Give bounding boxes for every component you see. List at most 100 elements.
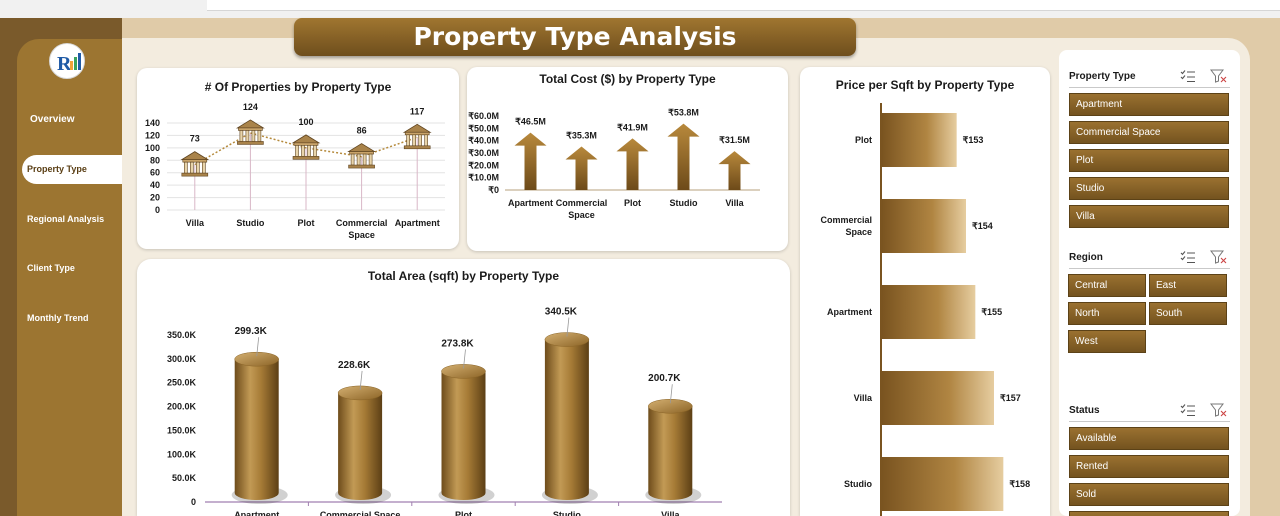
logo-mark: R: [57, 53, 81, 75]
data-label: ₹35.3M: [566, 130, 597, 140]
y-tick-label: 40: [150, 180, 160, 190]
slicer-title: Status: [1069, 405, 1100, 416]
y-tick-label: Studio: [844, 479, 872, 489]
x-tick-label: Studio: [236, 218, 264, 228]
slicer-item[interactable]: North: [1068, 302, 1146, 325]
slicer-item[interactable]: Commercial Space: [1069, 121, 1229, 144]
y-tick-label: Villa: [854, 393, 873, 403]
multi-select-icon[interactable]: [1180, 69, 1196, 83]
slicer-item[interactable]: Available: [1069, 427, 1229, 450]
x-tick-label: Studio: [553, 510, 581, 516]
x-tick-label: Studio: [670, 198, 698, 208]
column: [251, 130, 256, 142]
x-tick-label: Villa: [186, 218, 205, 228]
column: [195, 161, 200, 174]
x-tick-label: Villa: [725, 198, 744, 208]
bank-icon: [291, 134, 321, 160]
data-label: 86: [357, 126, 367, 136]
y-tick-label: 100: [145, 143, 160, 153]
slicer-item[interactable]: West: [1068, 330, 1146, 353]
svg-text:R: R: [57, 53, 72, 75]
x-tick-label: Space: [348, 230, 375, 240]
slicer-item[interactable]: [1069, 511, 1229, 516]
column: [245, 130, 250, 142]
nav-client-type[interactable]: Client Type: [27, 263, 75, 273]
nav-monthly-trend[interactable]: Monthly Trend: [27, 313, 89, 323]
column: [350, 153, 355, 166]
top-strip: [0, 0, 1280, 18]
cylinder-bar: [544, 339, 589, 501]
y-tick-label: ₹40.0M: [468, 136, 499, 146]
x-tick-label: Commercial Space: [320, 510, 401, 516]
slicer-item[interactable]: Plot: [1069, 149, 1229, 172]
column: [295, 145, 299, 157]
y-tick-label: ₹60.0M: [468, 111, 499, 121]
column: [201, 161, 206, 174]
up-arrow-bar: [667, 123, 700, 190]
beam: [182, 159, 208, 163]
beam: [349, 151, 374, 155]
roof: [235, 119, 265, 129]
x-tick-label: Plot: [455, 510, 472, 516]
data-label: 124: [243, 102, 258, 112]
slicer-item[interactable]: Villa: [1069, 205, 1229, 228]
chart-title: Price per Sqft by Property Type: [835, 78, 1015, 92]
base: [181, 172, 209, 177]
bank-icon: [235, 119, 265, 145]
slicer-divider: [1069, 268, 1230, 269]
slicer-item[interactable]: Sold: [1069, 483, 1229, 506]
clear-filter-icon[interactable]: [1210, 403, 1227, 417]
data-label: ₹154: [972, 221, 993, 231]
multi-select-icon[interactable]: [1180, 403, 1196, 417]
y-tick-label: ₹20.0M: [468, 160, 499, 170]
up-arrow-bar: [616, 138, 649, 190]
bank-icon: [402, 123, 432, 150]
slicer-item[interactable]: South: [1149, 302, 1227, 325]
up-arrow-bar: [718, 151, 751, 190]
multi-select-icon[interactable]: [1180, 250, 1196, 264]
data-label: ₹153: [963, 135, 984, 145]
chart-title: # Of Properties by Property Type: [204, 80, 392, 94]
x-tick-label: Apartment: [234, 510, 279, 516]
y-tick-label: 350.0K: [167, 330, 197, 340]
column: [313, 145, 317, 157]
data-label: 73: [190, 134, 200, 144]
slicer-item[interactable]: Apartment: [1069, 93, 1229, 116]
y-tick-label: 50.0K: [172, 473, 197, 483]
slicer-item[interactable]: Central: [1068, 274, 1146, 297]
nav-property-type[interactable]: Property Type: [22, 155, 122, 184]
chart-title: Total Cost ($) by Property Type: [539, 72, 716, 86]
roof: [402, 123, 432, 133]
bar: [882, 113, 957, 167]
properties-count-chart[interactable]: # Of Properties by Property Type 140 120 1…: [137, 68, 459, 249]
clear-filter-icon[interactable]: [1210, 250, 1227, 264]
clear-filter-icon[interactable]: [1210, 69, 1227, 83]
column: [307, 145, 311, 157]
price-per-sqft-chart[interactable]: Price per Sqft by Property Type ₹153 Plot…: [800, 67, 1050, 516]
nav-overview[interactable]: Overview: [30, 114, 75, 125]
slicer-divider: [1069, 87, 1230, 88]
cylinder-cap: [648, 398, 693, 414]
slicer-item[interactable]: Studio: [1069, 177, 1229, 200]
beam: [404, 131, 430, 136]
y-tick-label: ₹50.0M: [468, 123, 499, 133]
up-arrow-bar: [514, 132, 547, 190]
cylinder-bar: [338, 392, 383, 500]
nav-regional-analysis[interactable]: Regional Analysis: [27, 214, 105, 224]
y-tick-label: ₹0: [488, 185, 499, 195]
total-cost-plot: ₹60.0M ₹50.0M ₹40.0M ₹30.0M ₹20.0M ₹10.0M ₹0 ₹4…: [468, 108, 760, 220]
y-tick-label: ₹30.0M: [468, 148, 499, 158]
y-tick-label: 200.0K: [167, 402, 197, 412]
total-area-chart[interactable]: Total Area (sqft) by Property Type 350.0…: [137, 259, 790, 516]
column: [356, 153, 361, 166]
x-tick-label: Commercial: [556, 198, 608, 208]
data-label: 200.7K: [648, 373, 681, 384]
y-tick-label: Plot: [855, 135, 872, 145]
bank-icon: [180, 151, 210, 177]
column: [257, 130, 262, 142]
slicer-item[interactable]: Rented: [1069, 455, 1229, 478]
data-label: ₹157: [1000, 393, 1021, 403]
slicer-item[interactable]: East: [1149, 274, 1227, 297]
column: [406, 134, 411, 147]
total-cost-chart[interactable]: Total Cost ($) by Property Type ₹60.0M ₹5…: [467, 67, 788, 251]
